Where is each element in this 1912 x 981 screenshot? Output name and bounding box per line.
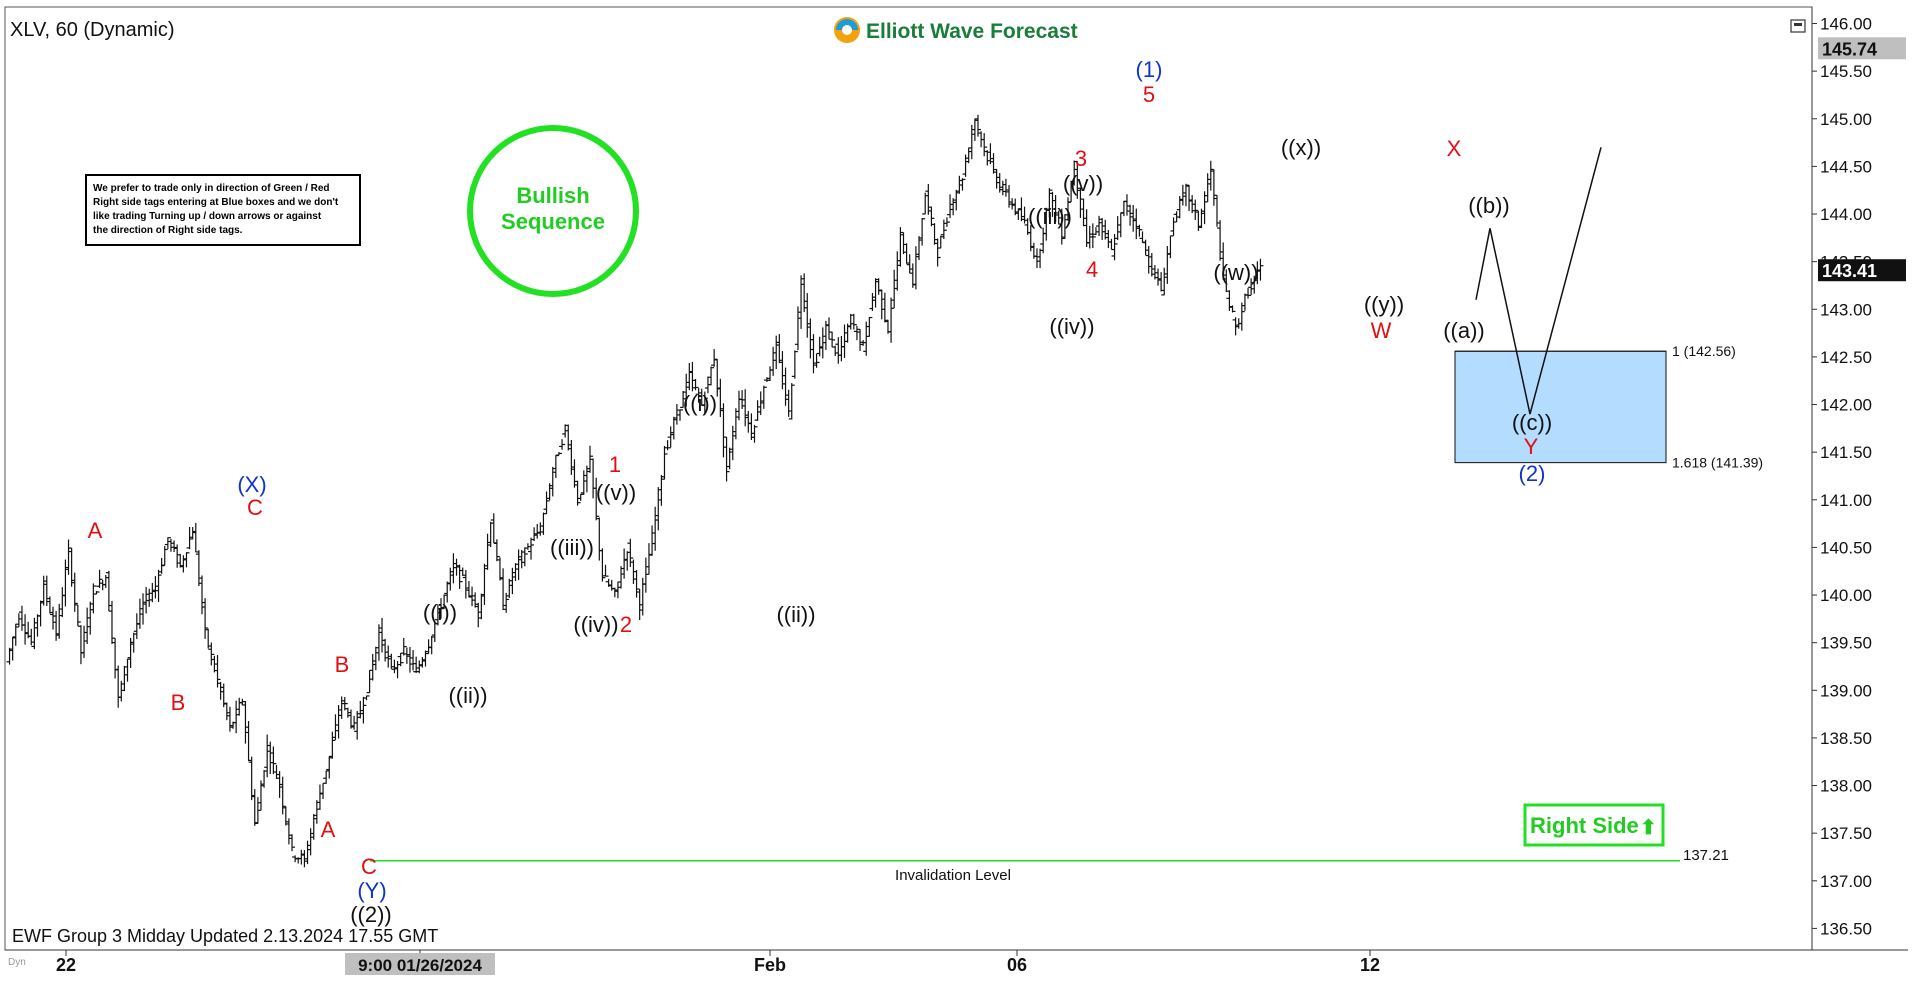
notice-line-4: the direction of Right side tags. [93, 225, 243, 236]
price-axis [1812, 7, 1908, 950]
wave-label: 1 [609, 452, 621, 477]
brand-logo: Elliott Wave Forecast [834, 17, 1078, 43]
y-tick-label: 137.50 [1820, 824, 1872, 843]
badge-line-2: Sequence [501, 209, 605, 234]
price-marker-label: 143.41 [1822, 261, 1877, 281]
wave-label: (Y) [357, 878, 386, 903]
right-side-label: Right Side [1530, 813, 1639, 838]
blue-box-bottom-label: 1.618 (141.39) [1672, 455, 1763, 471]
ohlc-bars [6, 114, 1264, 868]
wave-label: ((i)) [683, 391, 717, 416]
notice-box: We prefer to trade only in direction of … [85, 174, 361, 246]
wave-label: C [361, 854, 377, 879]
badge-line-1: Bullish [516, 183, 589, 208]
wave-label: W [1371, 318, 1392, 343]
wave-label: (X) [237, 472, 266, 497]
wave-label: ((iii)) [550, 535, 594, 560]
wave-label: ((v)) [1063, 171, 1103, 196]
wave-label: 3 [1075, 146, 1087, 171]
y-tick-label: 139.50 [1820, 634, 1872, 653]
wave-label: A [88, 518, 103, 543]
footer-updated-text: EWF Group 3 Midday Updated 2.13.2024 17.… [12, 926, 438, 946]
wave-label: ((2)) [350, 902, 392, 927]
badge-ring [467, 125, 639, 297]
wave-label: (2) [1519, 461, 1546, 486]
wave-labels: AB(X)CBAC(Y)((2))((i))((ii))((iii))((iv)… [88, 57, 1553, 927]
notice-line-2: Right side tags entering at Blue boxes a… [93, 197, 339, 208]
y-tick-label: 143.00 [1820, 300, 1872, 319]
invalidation-value-label: 137.21 [1683, 847, 1729, 864]
wave-label: ((iii)) [1028, 204, 1072, 229]
y-tick-label: 144.00 [1820, 205, 1872, 224]
wave-label: ((i)) [423, 600, 457, 625]
wave-label: B [171, 690, 186, 715]
wave-label: ((a)) [1443, 318, 1485, 343]
x-tick-label: 06 [1007, 955, 1027, 975]
y-tick-label: 146.00 [1820, 15, 1872, 34]
wave-label: ((y)) [1364, 292, 1404, 317]
wave-label: B [335, 652, 350, 677]
wave-label: ((v)) [596, 480, 636, 505]
maximize-icon[interactable] [1790, 19, 1806, 33]
wave-label: ((x)) [1281, 135, 1321, 160]
x-tick-label: 12 [1360, 955, 1380, 975]
bullish-sequence-badge: Bullish Sequence [467, 125, 639, 297]
wave-label: ((ii)) [448, 683, 487, 708]
wave-label: X [1447, 136, 1462, 161]
logo-wave-icon [836, 19, 858, 30]
y-tick-label: 140.00 [1820, 586, 1872, 605]
wave-label: (1) [1136, 57, 1163, 82]
wave-label: 4 [1086, 257, 1098, 282]
y-tick-label: 138.50 [1820, 729, 1872, 748]
price-marker-box [1818, 259, 1906, 282]
wave-label: ((iv)) [1049, 314, 1094, 339]
y-tick-label: 139.00 [1820, 681, 1872, 700]
y-tick-label: 138.00 [1820, 777, 1872, 796]
y-tick-label: 145.00 [1820, 110, 1872, 129]
y-tick-label: 137.00 [1820, 872, 1872, 891]
price-marker-label: 145.74 [1822, 39, 1877, 59]
x-axis-ticks: 22 9:00 01/26/2024 Feb 06 12 [56, 950, 1380, 975]
y-tick-label: 144.50 [1820, 157, 1872, 176]
price-marker-box [1818, 37, 1906, 60]
wave-label: ((c)) [1512, 410, 1552, 435]
wave-label: 2 [620, 612, 632, 637]
up-arrow-icon: ⬆ [1640, 817, 1657, 839]
x-tick-label: 9:00 01/26/2024 [358, 956, 482, 975]
y-tick-label: 142.00 [1820, 396, 1872, 415]
blue-box-top-label: 1 (142.56) [1672, 343, 1736, 359]
y-tick-label: 142.50 [1820, 348, 1872, 367]
projection-line [1475, 147, 1602, 415]
logo-center-icon [842, 25, 852, 35]
wave-label: C [247, 495, 263, 520]
target-blue-box: 1 (142.56) 1.618 (141.39) [1454, 343, 1763, 471]
projection-path [1475, 147, 1602, 415]
wave-label: ((iv)) [573, 612, 618, 637]
wave-label: ((b)) [1468, 193, 1510, 218]
y-axis-ticks: 136.50 137.00 137.50 138.00 138.50 139.00 139.… [1812, 15, 1906, 938]
wave-label: A [321, 817, 336, 842]
corner-tag: Dyn [8, 957, 26, 968]
y-tick-label: 145.50 [1820, 62, 1872, 81]
wave-label: 5 [1143, 82, 1155, 107]
notice-line-3: like trading Turning up / down arrows or… [93, 211, 322, 222]
right-side-tag: Right Side ⬆ [1523, 803, 1665, 847]
notice-line-1: We prefer to trade only in direction of … [93, 183, 330, 194]
y-tick-label: 140.50 [1820, 538, 1872, 557]
y-tick-label: 141.00 [1820, 491, 1872, 510]
invalidation-line-group: Invalidation Level 137.21 [370, 847, 1729, 884]
invalidation-label: Invalidation Level [895, 867, 1011, 884]
x-highlight-box [345, 953, 495, 975]
y-tick-label: 136.50 [1820, 919, 1872, 938]
wave-label: ((w)) [1213, 260, 1258, 285]
blue-box-rect [1454, 350, 1667, 464]
x-tick-label: 22 [56, 955, 76, 975]
y-tick-label: 141.50 [1820, 443, 1872, 462]
wave-label: Y [1524, 434, 1539, 459]
x-tick-label: Feb [754, 955, 786, 975]
wave-label: ((ii)) [776, 602, 815, 627]
brand-name: Elliott Wave Forecast [866, 20, 1078, 43]
symbol-title: XLV, 60 (Dynamic) [10, 19, 175, 41]
